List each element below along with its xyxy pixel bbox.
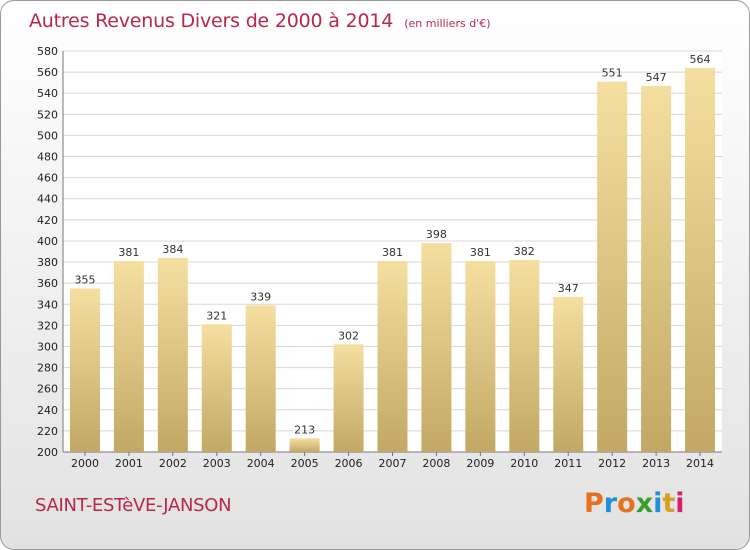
x-tick-label: 2000 [71, 457, 99, 470]
bar-value-label: 551 [602, 67, 623, 80]
x-tick-label: 2002 [159, 457, 187, 470]
x-tick-label: 2004 [247, 457, 275, 470]
proxiti-logo: Proxiti [584, 488, 685, 519]
x-tick-label: 2012 [598, 457, 626, 470]
y-tick-label: 560 [37, 66, 58, 79]
x-tick-label: 2013 [642, 457, 670, 470]
logo-letter: t [662, 488, 676, 519]
bar [685, 67, 716, 452]
y-tick-label: 580 [37, 45, 58, 58]
bar [289, 438, 320, 452]
bar-value-label: 381 [382, 246, 403, 259]
y-tick-label: 220 [37, 425, 58, 438]
x-tick-label: 2005 [291, 457, 319, 470]
bar-value-label: 355 [74, 273, 95, 286]
bar [377, 260, 408, 452]
commune-name: SAINT-ESTèVE-JANSON [35, 495, 232, 516]
bar [245, 305, 276, 452]
bar-value-label: 382 [514, 245, 535, 258]
y-tick-label: 340 [37, 298, 58, 311]
bar [69, 288, 100, 452]
bar [641, 85, 672, 453]
y-tick-label: 200 [37, 446, 58, 459]
y-tick-label: 460 [37, 172, 58, 185]
bar-value-label: 213 [294, 423, 315, 436]
bar [553, 296, 584, 452]
y-tick-label: 300 [37, 340, 58, 353]
logo-letter: o [617, 488, 636, 519]
y-tick-label: 480 [37, 151, 58, 164]
logo-letter: r [603, 488, 618, 519]
x-tick-label: 2006 [335, 457, 363, 470]
bar-value-label: 321 [206, 309, 227, 322]
bar [157, 257, 188, 452]
bar-value-label: 302 [338, 329, 359, 342]
y-tick-label: 420 [37, 214, 58, 227]
bar-value-label: 564 [690, 53, 711, 66]
bar [597, 81, 628, 452]
bar-value-label: 384 [162, 243, 183, 256]
bar [113, 260, 144, 452]
bar [421, 243, 452, 452]
y-tick-label: 540 [37, 87, 58, 100]
x-tick-label: 2001 [115, 457, 143, 470]
y-tick-label: 520 [37, 108, 58, 121]
y-tick-label: 440 [37, 193, 58, 206]
bar [201, 324, 232, 452]
y-tick-label: 260 [37, 383, 58, 396]
bar-value-label: 347 [558, 282, 579, 295]
y-tick-label: 320 [37, 319, 58, 332]
x-tick-label: 2014 [686, 457, 714, 470]
logo-letter: x [635, 488, 654, 519]
x-tick-label: 2011 [554, 457, 582, 470]
y-tick-label: 280 [37, 362, 58, 375]
x-tick-label: 2009 [466, 457, 494, 470]
bar [465, 260, 496, 452]
x-tick-label: 2007 [379, 457, 407, 470]
x-tick-label: 2008 [422, 457, 450, 470]
logo-letter: P [584, 488, 604, 519]
bar-value-label: 381 [470, 246, 491, 259]
y-tick-label: 240 [37, 404, 58, 417]
logo-letter: i [675, 488, 685, 519]
chart-title: Autres Revenus Divers de 2000 à 2014 [29, 10, 394, 32]
bar [509, 259, 540, 452]
y-tick-label: 400 [37, 235, 58, 248]
chart-subtitle: (en milliers d'€) [404, 17, 491, 30]
bar-value-label: 381 [118, 246, 139, 259]
chart-title-block: Autres Revenus Divers de 2000 à 2014 (en… [29, 10, 491, 32]
x-tick-label: 2003 [203, 457, 231, 470]
bar-value-label: 547 [646, 71, 667, 84]
y-tick-label: 500 [37, 129, 58, 142]
bar-value-label: 398 [426, 228, 447, 241]
x-tick-label: 2010 [510, 457, 538, 470]
bar-value-label: 339 [250, 290, 271, 303]
logo-letter: i [653, 488, 663, 519]
y-tick-label: 380 [37, 256, 58, 269]
y-tick-label: 360 [37, 277, 58, 290]
bar [333, 344, 364, 452]
